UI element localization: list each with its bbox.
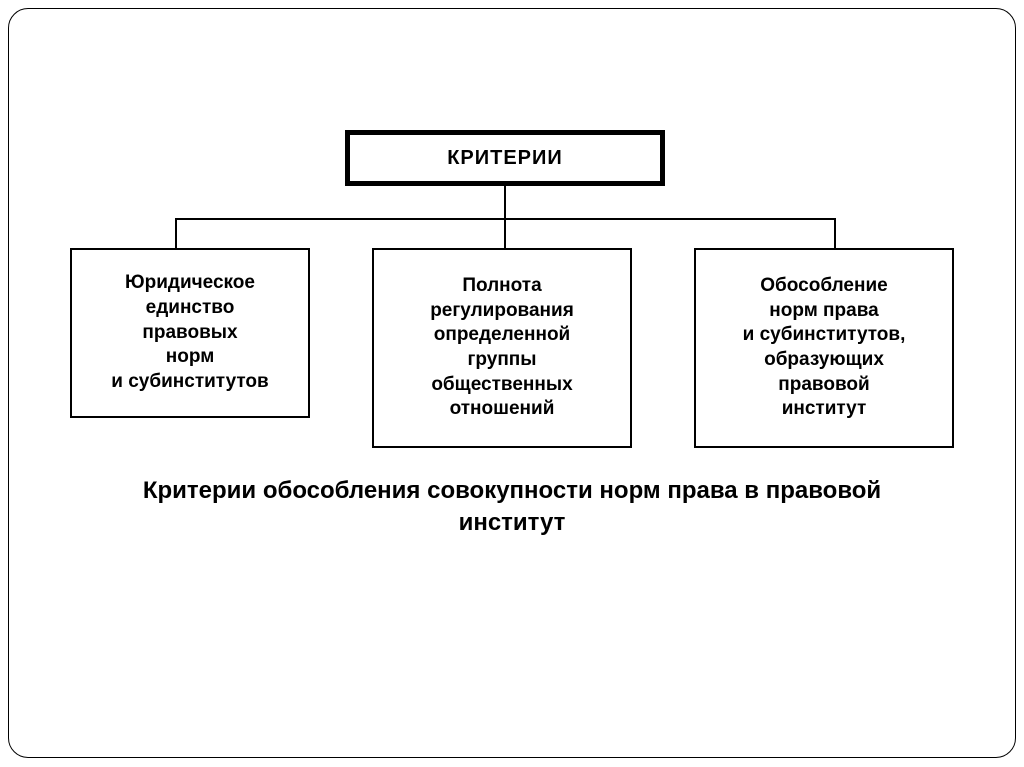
child-node-3: Обособлениенорм праваи субинститутов,обр… [694, 248, 954, 448]
child-node-label: Юридическоеединствоправовыхнорми субинст… [111, 271, 268, 394]
child-node-label: Полнотарегулированияопределеннойгруппыоб… [430, 274, 574, 422]
connector-line [834, 218, 836, 248]
child-node-label: Обособлениенорм праваи субинститутов,обр… [743, 274, 906, 422]
root-node: КРИТЕРИИ [345, 130, 665, 186]
child-node-2: Полнотарегулированияопределеннойгруппыоб… [372, 248, 632, 448]
root-node-label: КРИТЕРИИ [447, 147, 563, 170]
children-row: Юридическоеединствоправовыхнорми субинст… [70, 248, 954, 448]
connector-line [504, 218, 506, 248]
connector-line [175, 218, 177, 248]
diagram-caption: Критерии обособления совокупности норм п… [0, 475, 1024, 540]
connector-line [504, 186, 506, 218]
child-node-1: Юридическоеединствоправовыхнорми субинст… [70, 248, 310, 418]
